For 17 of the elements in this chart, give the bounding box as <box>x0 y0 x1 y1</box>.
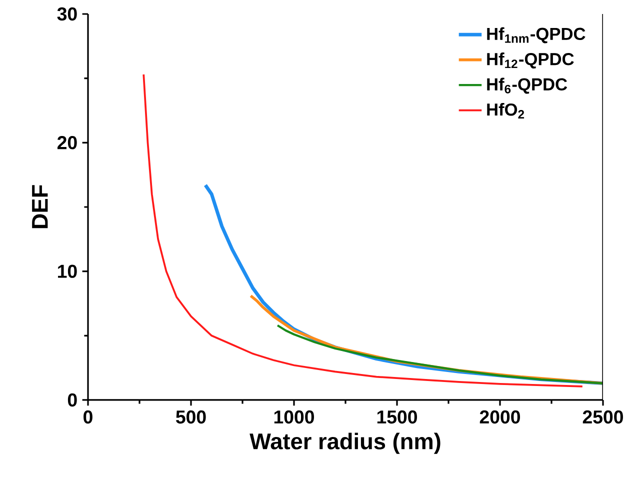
legend-label: Hf$_{6}$-QPDC <box>487 78 568 94</box>
x-tick-label: 2000 <box>480 410 520 424</box>
legend-label: Hf$_{12}$-QPDC <box>487 52 574 69</box>
x-axis-title: Water radius (nm) <box>250 432 440 454</box>
x-tick-label: 2500 <box>582 410 623 424</box>
x-tick-label: 500 <box>176 410 206 424</box>
y-tick-label: 30 <box>57 7 77 21</box>
x-tick-label: 1000 <box>274 410 314 424</box>
y-tick-label: 0 <box>68 393 77 407</box>
x-tick-label: 1500 <box>377 410 417 424</box>
legend-label: Hf$_{1nm}$-QPDC <box>487 27 586 44</box>
x-tick-label: 0 <box>84 410 92 424</box>
y-tick-label: 10 <box>58 264 77 278</box>
y-axis-title: DEF <box>32 185 48 228</box>
legend-label: HfO$_{2}$ <box>487 102 524 119</box>
line-series <box>276 324 603 384</box>
y-tick-label: 20 <box>57 136 77 150</box>
